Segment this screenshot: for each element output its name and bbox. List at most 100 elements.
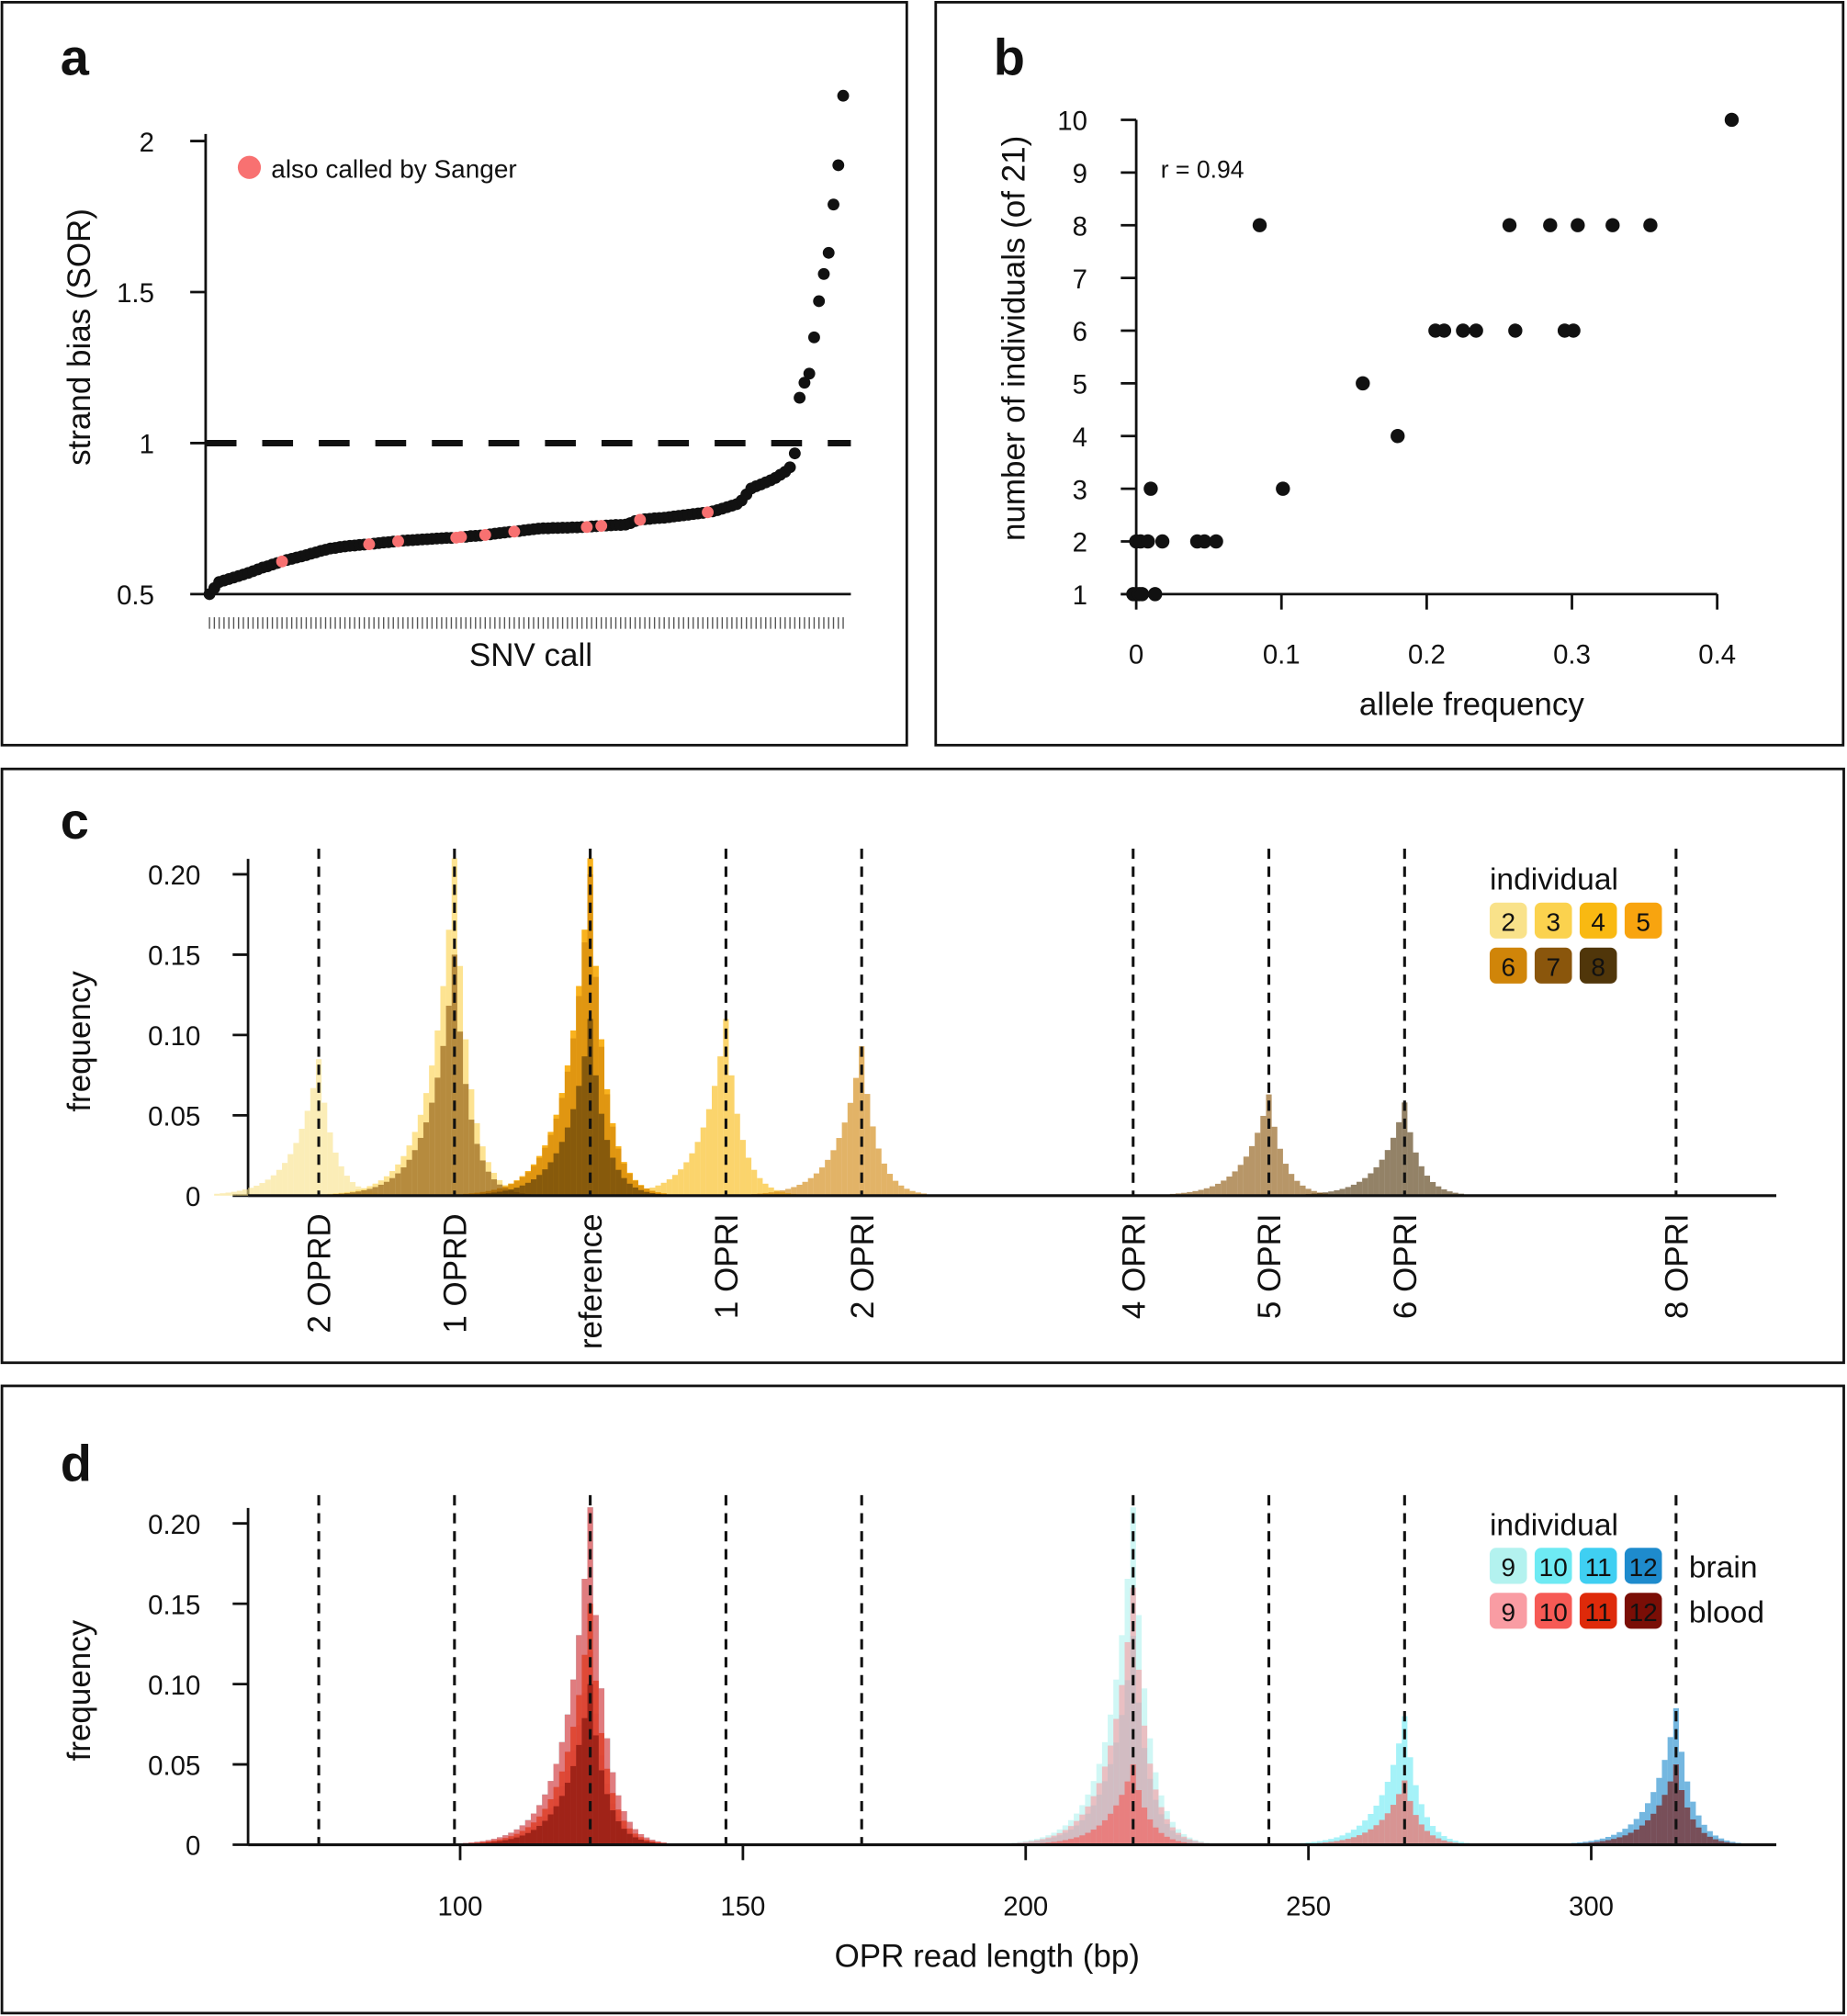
histogram-bar <box>1339 1840 1346 1845</box>
y-tick-label: 1.5 <box>117 278 154 309</box>
histogram-bar <box>1441 1840 1447 1845</box>
histogram-bar <box>225 1192 231 1196</box>
legend-swatch-label: 11 <box>1585 1553 1612 1582</box>
data-point <box>1209 534 1223 549</box>
sanger-point <box>580 521 593 534</box>
histogram-bar <box>1407 1800 1413 1845</box>
histogram-bar <box>564 1783 571 1845</box>
histogram-bar <box>1090 1830 1097 1845</box>
y-tick-label: 0 <box>186 1831 200 1862</box>
data-point <box>1508 323 1523 338</box>
sanger-point <box>595 520 608 532</box>
sanger-point <box>363 538 376 551</box>
histogram-bar <box>1695 1827 1702 1845</box>
opr-marker-label: 2 OPRD <box>302 1213 338 1333</box>
legend-swatch-label: 3 <box>1546 908 1560 937</box>
legend-marker <box>237 155 262 179</box>
histogram-bar <box>1645 1819 1651 1845</box>
legend-swatch-label: 2 <box>1501 908 1515 937</box>
histogram-bar <box>1661 1795 1668 1845</box>
legend-swatch-8 <box>1579 947 1617 984</box>
histogram-bar <box>1282 1164 1290 1196</box>
legend-swatch-2 <box>1489 902 1527 939</box>
histogram-bar <box>1599 1841 1605 1845</box>
histogram-bar <box>1345 1839 1351 1845</box>
histogram-bar <box>576 1086 582 1196</box>
histogram-bar <box>536 1826 543 1845</box>
histogram-bar <box>1690 1819 1696 1845</box>
histogram-bar <box>1396 1794 1402 1845</box>
histogram-bar <box>864 1094 871 1196</box>
histogram-bar <box>632 1187 638 1196</box>
histogram-bar <box>524 1832 531 1845</box>
x-tick-label: 200 <box>1003 1892 1048 1922</box>
sanger-point <box>455 531 467 544</box>
panel-b-chart: 1 2 3 4 5 6 7 8 9 10 0 0.1 0.2 0.3 0.4 allele frequency… <box>996 107 1740 722</box>
histogram-bar <box>1153 1827 1159 1845</box>
x-tick-label: 100 <box>437 1892 482 1922</box>
legend-row-label-brain: brain <box>1689 1550 1758 1584</box>
snv-point <box>832 159 845 172</box>
histogram-bar <box>1135 1670 1142 1845</box>
histogram-bar <box>490 1179 498 1196</box>
y-tick-label: 0.10 <box>148 1021 200 1052</box>
histogram-bar <box>1187 1839 1193 1845</box>
histogram-bar <box>1079 1814 1086 1845</box>
histogram-bar <box>361 1190 367 1196</box>
legend-swatch-label: 8 <box>1591 953 1605 982</box>
data-point <box>1724 112 1740 128</box>
histogram-bar <box>1209 1186 1216 1196</box>
histogram-bar <box>1379 1159 1385 1196</box>
histogram-bar <box>1158 1832 1165 1845</box>
histogram-bar <box>683 1162 690 1196</box>
histogram-bar <box>626 1183 633 1196</box>
histogram-bar <box>671 1175 679 1196</box>
histogram-bar <box>372 1187 378 1196</box>
histogram-bar <box>1362 1177 1368 1196</box>
histogram-bar <box>1108 1745 1114 1845</box>
panel-a-frame <box>0 1 908 747</box>
data-point <box>1141 534 1155 549</box>
histogram-bar <box>400 1167 407 1196</box>
histogram-bar <box>1424 1176 1431 1196</box>
histogram-bar <box>1350 1184 1357 1196</box>
legend-swatch-5 <box>1624 902 1662 939</box>
panel-c-chart: 0 0.05 0.10 0.15 0.20 frequency 2 OPRD 1 OPRD re… <box>62 848 1777 1349</box>
histogram-bar <box>1169 1839 1176 1845</box>
histogram-bar <box>773 1191 780 1196</box>
y-tick-label: 2 <box>140 128 154 158</box>
histogram-bar <box>1447 1841 1453 1845</box>
histogram-bar <box>841 1122 848 1196</box>
histogram-bar <box>1712 1839 1719 1845</box>
data-point <box>1276 481 1290 496</box>
histogram-bar <box>1113 1805 1120 1845</box>
legend-swatch-label: 12 <box>1629 1553 1658 1582</box>
legend-swatch-brain-9 <box>1489 1548 1527 1584</box>
histogram-bar <box>1413 1815 1419 1845</box>
histogram-bar <box>1124 1781 1131 1845</box>
y-tick-label: 0.5 <box>117 580 154 611</box>
histogram-bar <box>581 1056 588 1196</box>
histogram-bar <box>1594 1841 1600 1845</box>
histogram-bar <box>1356 1825 1363 1845</box>
sanger-point <box>479 528 491 541</box>
sanger-point <box>702 506 715 519</box>
histogram-bar <box>1062 1840 1068 1845</box>
histogram-bar <box>717 1056 724 1196</box>
histogram-bar <box>536 1175 543 1196</box>
legend-swatch-7 <box>1534 947 1572 984</box>
snv-point <box>803 367 816 380</box>
y-tick-label: 1 <box>1073 580 1087 611</box>
histogram-bar <box>1706 1836 1713 1845</box>
y-tick-label: 0 <box>186 1182 200 1212</box>
histogram-bar <box>1164 1836 1170 1845</box>
histogram-bar <box>904 1188 910 1196</box>
histogram-bar <box>1175 1832 1182 1845</box>
y-axis-label: strand bias (SOR) <box>62 208 97 466</box>
histogram-bar <box>644 1191 650 1196</box>
histogram-bar <box>519 1835 525 1845</box>
legend-swatch-brain-10 <box>1534 1548 1572 1584</box>
opr-marker-label: 8 OPRI <box>1659 1213 1695 1319</box>
legend-swatch-label: 11 <box>1585 1598 1612 1627</box>
